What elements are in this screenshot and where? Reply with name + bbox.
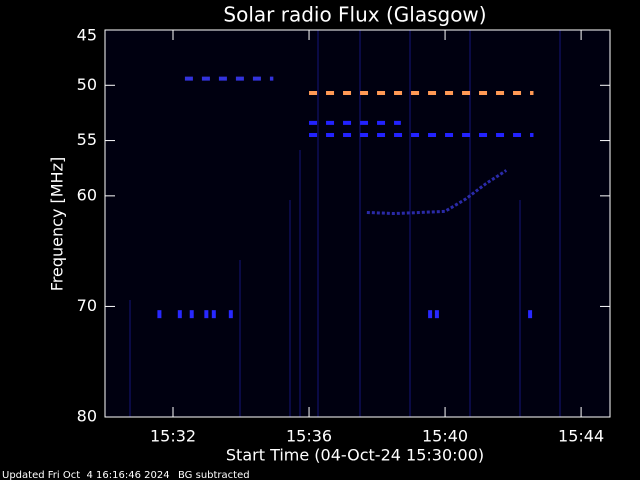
background-noise	[129, 30, 561, 417]
emission-burst	[177, 310, 182, 319]
y-tick-label: 45	[77, 26, 97, 45]
chart-title: Solar radio Flux (Glasgow)	[223, 3, 486, 27]
y-tick-label: 60	[77, 185, 97, 204]
emission-burst	[204, 310, 209, 319]
drift-feature	[366, 169, 508, 216]
plot-frame	[104, 29, 611, 418]
x-tick-label: 15:32	[150, 427, 196, 446]
x-tick-label: 15:44	[558, 427, 604, 446]
footer-text: Updated Fri Oct 4 16:16:46 2024	[2, 470, 170, 480]
emission-burst	[189, 310, 194, 319]
emission-burst	[528, 310, 533, 319]
x-tick-label: 15:36	[286, 427, 332, 446]
y-tick-label: 55	[77, 130, 97, 149]
y-axis-label: Frequency [MHz]	[48, 157, 67, 291]
y-tick-label: 50	[77, 75, 97, 94]
x-axis-label: Start Time (04-Oct-24 15:30:00)	[226, 446, 484, 465]
plot-area	[105, 30, 610, 417]
y-tick-label: 80	[77, 407, 97, 426]
emission-burst	[428, 310, 433, 319]
emission-burst	[228, 310, 233, 319]
y-tick-label: 70	[77, 296, 97, 315]
footer-text: BG subtracted	[178, 470, 250, 480]
emission-burst	[157, 310, 162, 319]
x-tick-label: 15:40	[422, 427, 468, 446]
emission-burst	[211, 310, 216, 319]
emission-burst	[434, 310, 439, 319]
